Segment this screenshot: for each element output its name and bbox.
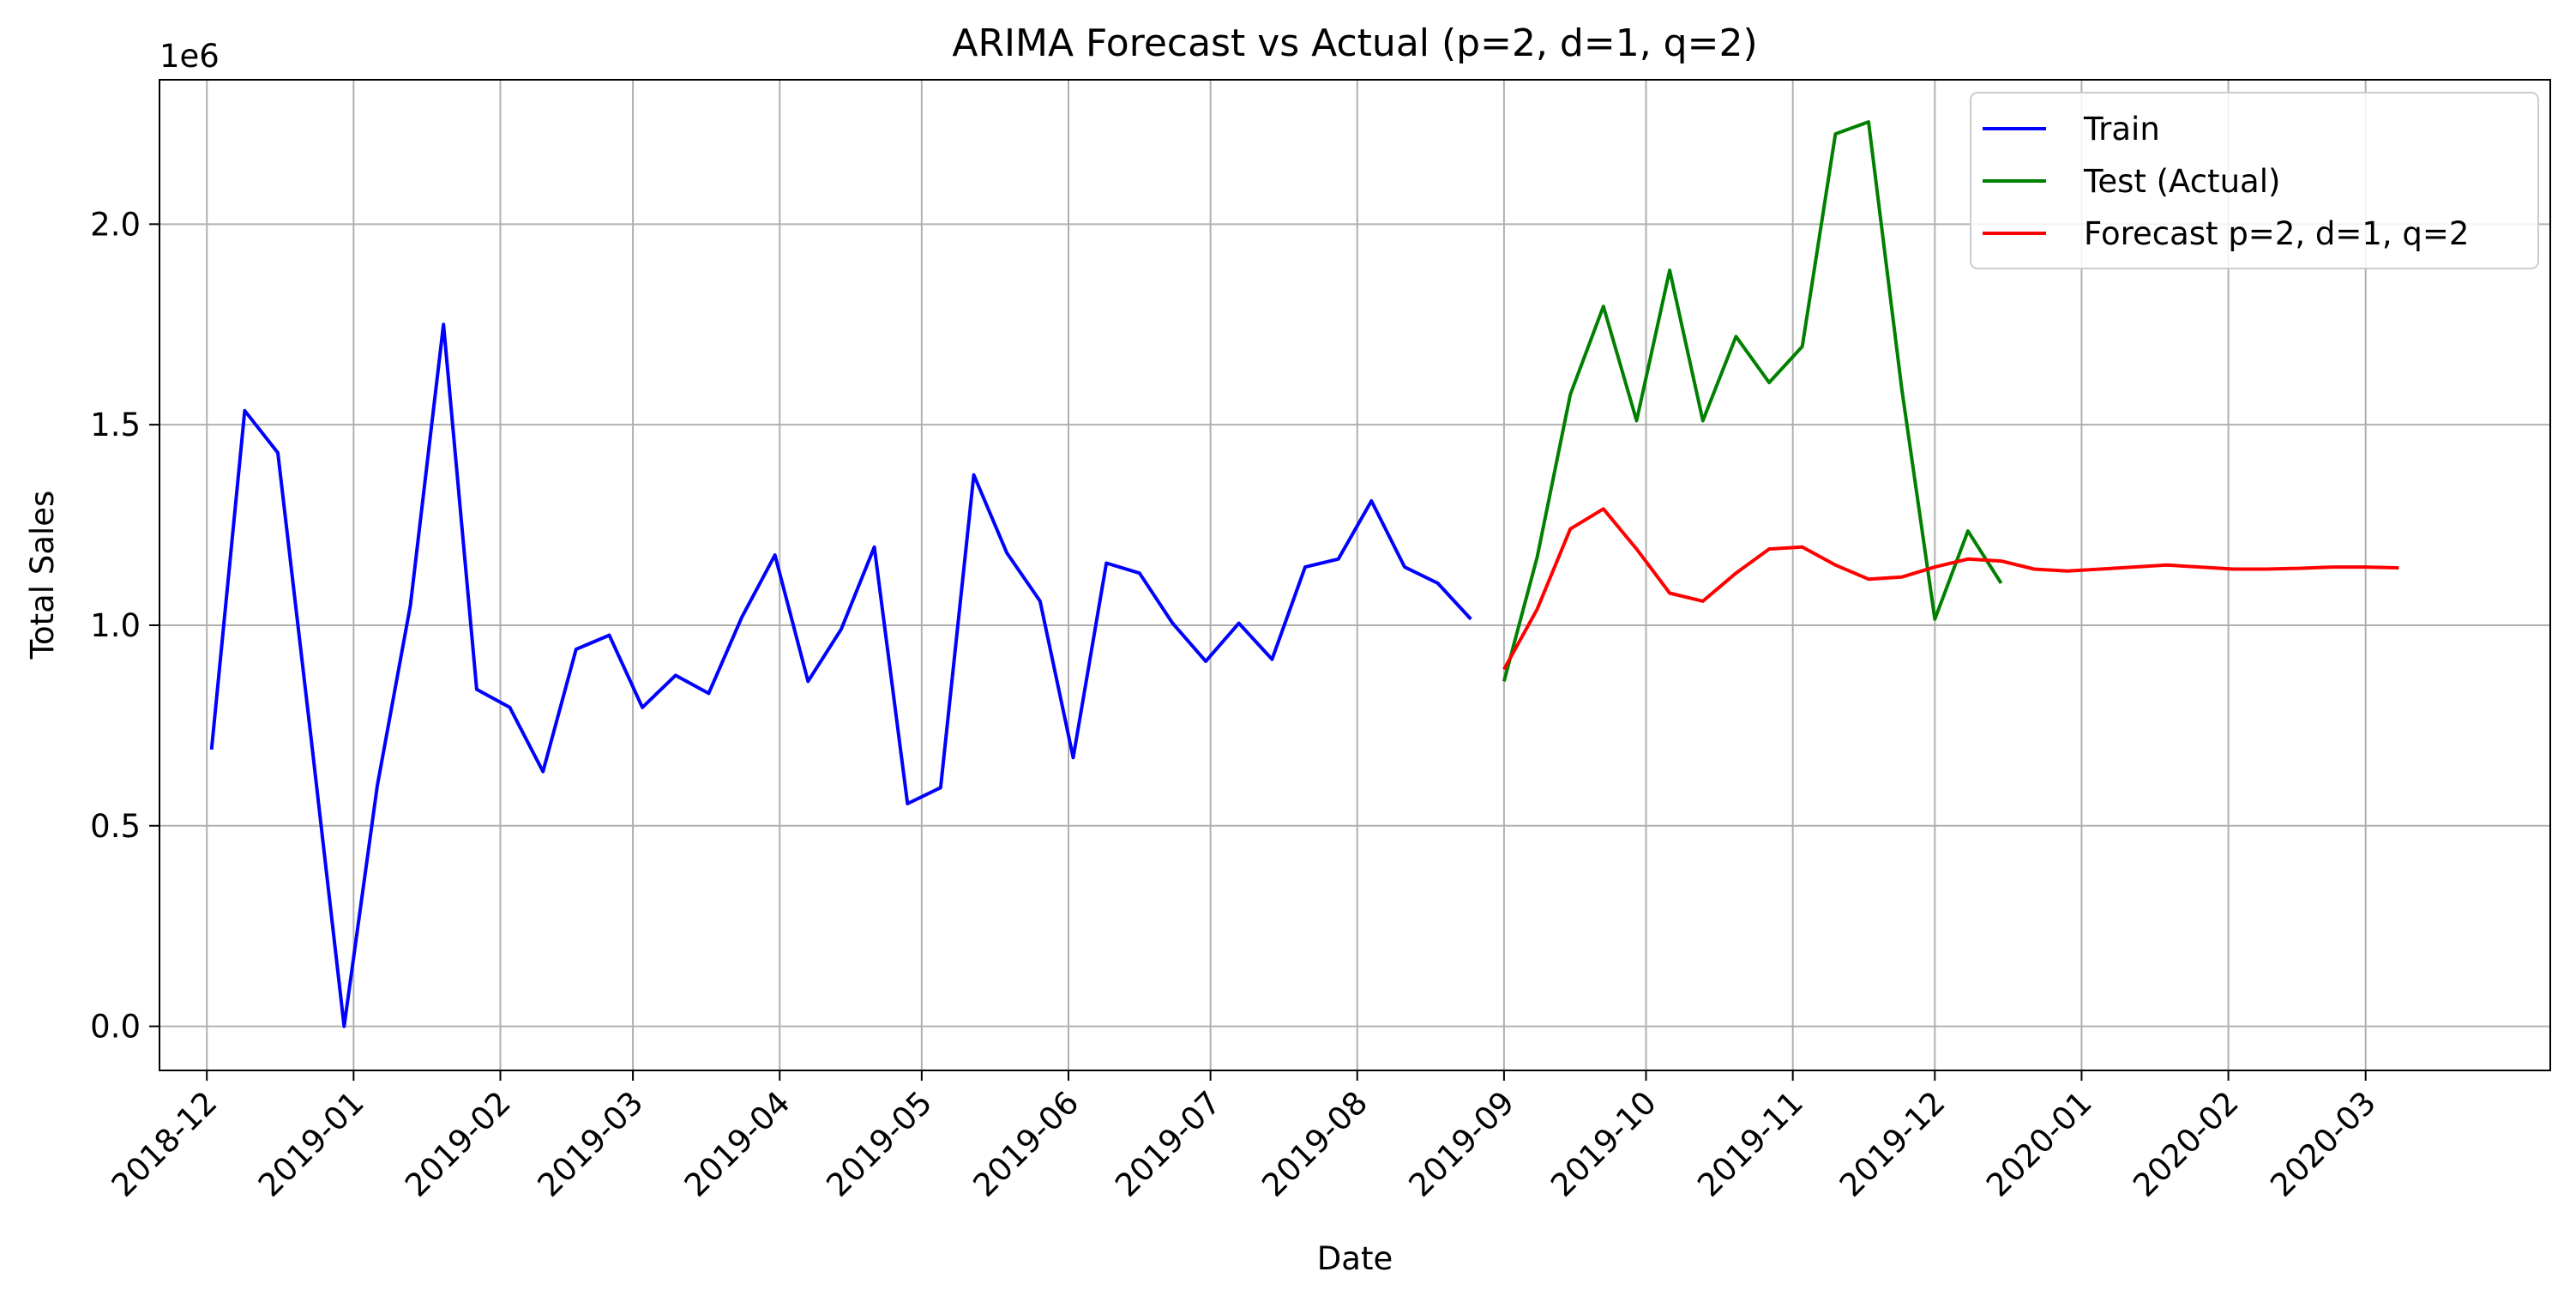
y-tick-label: 0.0 bbox=[90, 1009, 141, 1046]
y-offset-label: 1e6 bbox=[159, 38, 220, 75]
legend-box bbox=[1970, 92, 2539, 269]
grid-lines bbox=[159, 80, 2550, 1070]
legend-label: Train bbox=[2083, 111, 2160, 148]
series-line-forecast bbox=[1502, 507, 2399, 671]
series-lines bbox=[209, 120, 2399, 1028]
plot-frame bbox=[159, 79, 2551, 1071]
x-axis-label: Date bbox=[1317, 1240, 1393, 1277]
legend-label: Forecast p=2, d=1, q=2 bbox=[2084, 215, 2469, 252]
y-tick-label: 2.0 bbox=[90, 206, 141, 243]
y-tick-label: 0.5 bbox=[90, 808, 141, 845]
legend: Train Test (Actual) Forecast p=2, d=1, q=2 bbox=[1970, 92, 2539, 269]
series-line-test-actual bbox=[1502, 120, 2003, 682]
y-axis-label: Total Sales bbox=[24, 491, 61, 660]
chart-title: ARIMA Forecast vs Actual (p=2, d=1, q=2) bbox=[952, 21, 1757, 65]
y-tick-label: 1.5 bbox=[90, 407, 141, 443]
series-line-train bbox=[209, 322, 1472, 1028]
legend-label: Test (Actual) bbox=[2083, 163, 2280, 200]
y-tick-label: 1.0 bbox=[90, 607, 141, 644]
